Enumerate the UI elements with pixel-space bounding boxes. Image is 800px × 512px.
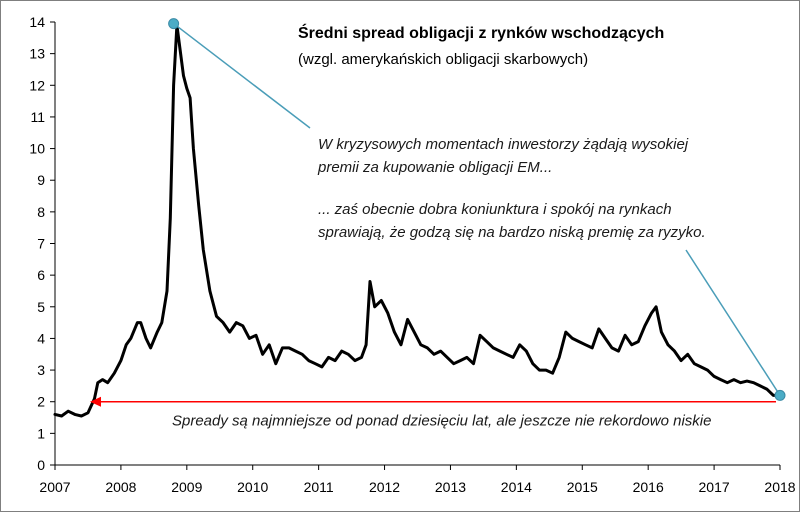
x-tick-label: 2012 — [369, 479, 400, 495]
peak-pointer-line — [173, 22, 311, 129]
x-tick-label: 2014 — [501, 479, 532, 495]
annotation-top-line: W kryzysowych momentach inwestorzy żądaj… — [318, 136, 689, 153]
x-tick-label: 2018 — [764, 479, 795, 495]
arrow-head — [90, 396, 101, 407]
x-tick-label: 2015 — [567, 479, 598, 495]
x-tick-label: 2017 — [699, 479, 730, 495]
x-tick-label: 2016 — [633, 479, 664, 495]
chart-subtitle: (wzgl. amerykańskich obligacji skarbowyc… — [298, 51, 588, 68]
y-tick-label: 6 — [37, 267, 45, 283]
chart-title: Średni spread obligacji z rynków wschodz… — [298, 23, 664, 42]
end-pointer-line — [685, 249, 781, 396]
y-tick-label: 13 — [29, 46, 45, 62]
y-tick-label: 3 — [37, 362, 45, 378]
peak-marker — [168, 18, 180, 30]
y-tick-label: 11 — [30, 109, 45, 125]
annotation-bottom-line: ... zaś obecnie dobra koniunktura i spok… — [318, 201, 672, 218]
y-tick-label: 8 — [37, 204, 45, 220]
y-tick-label: 14 — [29, 14, 45, 30]
y-tick-label: 7 — [37, 236, 45, 252]
y-tick-label: 5 — [37, 299, 45, 315]
x-tick-label: 2007 — [39, 479, 70, 495]
series-line — [53, 23, 782, 418]
y-tick-label: 1 — [37, 425, 45, 441]
annotations: Średni spread obligacji z rynków wschodz… — [90, 18, 786, 430]
y-tick-label: 10 — [29, 141, 45, 157]
y-tick-label: 4 — [37, 330, 45, 346]
x-tick-label: 2011 — [304, 479, 334, 495]
end-marker — [774, 389, 786, 401]
x-tick-label: 2013 — [435, 479, 466, 495]
y-tick-label: 0 — [37, 457, 45, 473]
x-tick-label: 2009 — [171, 479, 202, 495]
annotation-top-line: premii za kupowanie obligacji EM... — [317, 159, 552, 176]
arrow-annotation: Spready są najmniejsze od ponad dziesięc… — [172, 413, 711, 430]
annotation-bottom-line: sprawiają, że godzą się na bardzo niską … — [318, 224, 706, 241]
series-group — [53, 23, 782, 418]
x-tick-label: 2010 — [237, 479, 268, 495]
x-tick-label: 2008 — [105, 479, 136, 495]
y-tick-label: 12 — [29, 77, 45, 93]
y-tick-label: 9 — [37, 172, 45, 188]
y-tick-label: 2 — [37, 394, 45, 410]
